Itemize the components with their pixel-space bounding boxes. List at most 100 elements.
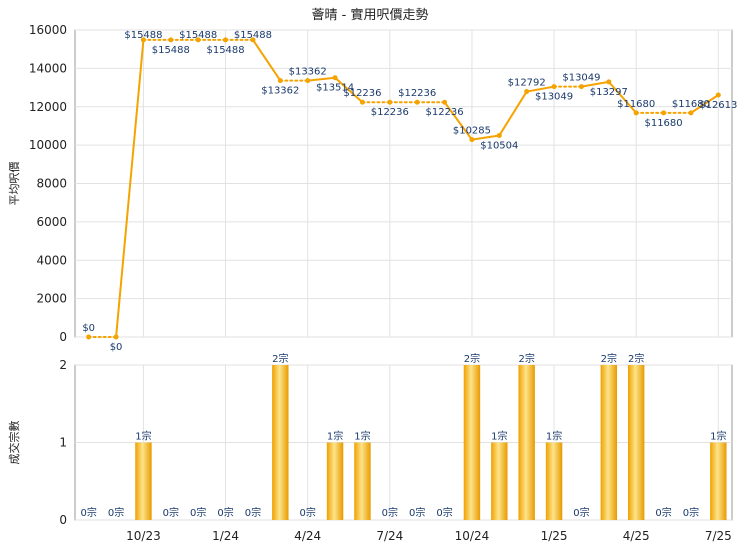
volume-data-label: 1宗 [491,430,507,443]
price-data-label: $11680 [644,118,682,129]
price-point [223,37,229,43]
price-point [661,110,667,116]
price-point [332,75,338,81]
price-data-label: $12236 [371,107,409,118]
price-point [551,84,557,90]
price-line-segment [306,76,337,82]
price-ytick-label: 4000 [36,253,67,267]
volume-data-label: 0宗 [382,506,398,519]
price-line-segment [443,101,473,141]
xtick-label: 7/25 [705,529,732,543]
price-data-label: $0 [110,342,123,353]
volume-data-label: 0宗 [655,506,671,519]
xtick-label: 10/23 [126,529,161,543]
price-point [688,110,694,116]
price-line-segment [470,134,501,141]
volume-bar [710,442,727,520]
price-point [414,99,420,105]
volume-ytick-label: 1 [59,436,67,450]
volume-data-label: 2宗 [519,352,535,365]
price-point [606,79,612,85]
volume-data-label: 1宗 [135,430,151,443]
volume-bar [135,442,152,520]
price-line-segment [689,93,720,114]
price-data-label: $13362 [289,67,327,78]
volume-data-label: 0宗 [217,506,233,519]
chart-title: 薈晴 - 實用呎價走勢 [312,7,429,23]
volume-ytick-label: 2 [59,358,67,372]
volume-yaxis-title: 成交宗數 [7,421,21,465]
volume-bar [600,365,618,520]
price-point [387,99,393,105]
price-ytick-label: 8000 [36,177,67,191]
price-data-label: $0 [82,323,95,334]
price-ytick-label: 2000 [36,292,67,306]
price-ytick-label: 14000 [29,61,67,75]
volume-data-label: 0宗 [190,506,206,519]
volume-bar [545,442,563,520]
volume-data-label: 0宗 [683,506,699,519]
volume-data-label: 2宗 [628,352,644,365]
price-point [195,37,201,43]
volume-bar [354,442,371,520]
volume-data-label: 0宗 [245,506,261,519]
xtick-label: 1/25 [541,529,568,543]
price-data-label: $12236 [343,88,381,99]
volume-data-label: 0宗 [163,506,179,519]
price-point [524,89,530,95]
price-point [305,78,311,84]
price-data-label: $10504 [480,140,518,151]
price-data-label: $11680 [672,99,710,110]
price-ytick-label: 0 [59,330,67,344]
volume-data-label: 0宗 [573,506,589,519]
volume-ytick-label: 0 [59,513,67,527]
volume-data-label: 2宗 [464,352,480,365]
price-point [250,37,256,43]
price-point [578,84,584,90]
volume-data-label: 2宗 [272,352,288,365]
price-line-segment [498,90,528,137]
price-data-label: $13362 [261,86,299,97]
price-data-label: $15488 [206,45,244,56]
volume-bar [272,365,289,520]
price-ytick-label: 6000 [36,215,67,229]
price-point [442,99,448,105]
xtick-label: 4/24 [294,529,321,543]
price-data-label: $12236 [398,88,436,99]
price-data-label: $15488 [152,45,190,56]
price-data-label: $13049 [562,73,600,84]
price-data-label: $13049 [535,92,573,103]
price-line-segment [251,38,282,82]
price-point [277,78,283,84]
volume-data-label: 0宗 [409,506,425,519]
price-line-segment [334,76,364,104]
price-data-label: $10285 [453,126,491,137]
xtick-label: 7/24 [376,529,403,543]
volume-data-label: 1宗 [710,430,726,443]
price-point [359,99,365,105]
price-point [715,92,721,98]
price-point [86,334,92,340]
price-data-label: $15488 [234,30,272,41]
price-line-segment [607,80,638,114]
price-point [496,132,502,138]
volume-bar [491,442,508,520]
price-chart: 0 2000 4000 6000 8000 10000 12000 14000 16000 平均呎… [7,23,737,353]
price-point [168,37,174,43]
volume-data-label: 1宗 [546,430,562,443]
price-data-label: $13514 [316,83,354,94]
price-ytick-label: 10000 [29,138,67,152]
volume-data-label: 0宗 [81,506,97,519]
price-line-segment [580,80,610,88]
price-point [140,37,146,43]
price-data-label: $12236 [425,107,463,118]
volume-data-label: 0宗 [108,506,124,519]
volume-data-label: 1宗 [327,430,343,443]
price-line-segment [115,38,145,338]
price-data-label: $15488 [124,30,162,41]
price-data-label: $13297 [590,87,628,98]
volume-bar [518,365,535,520]
volume-chart: 0 1 2 10/23 1/24 4/24 7/24 10/24 1/25 4/25 7/25 成交宗… [7,352,733,543]
volume-data-label: 0宗 [436,506,452,519]
